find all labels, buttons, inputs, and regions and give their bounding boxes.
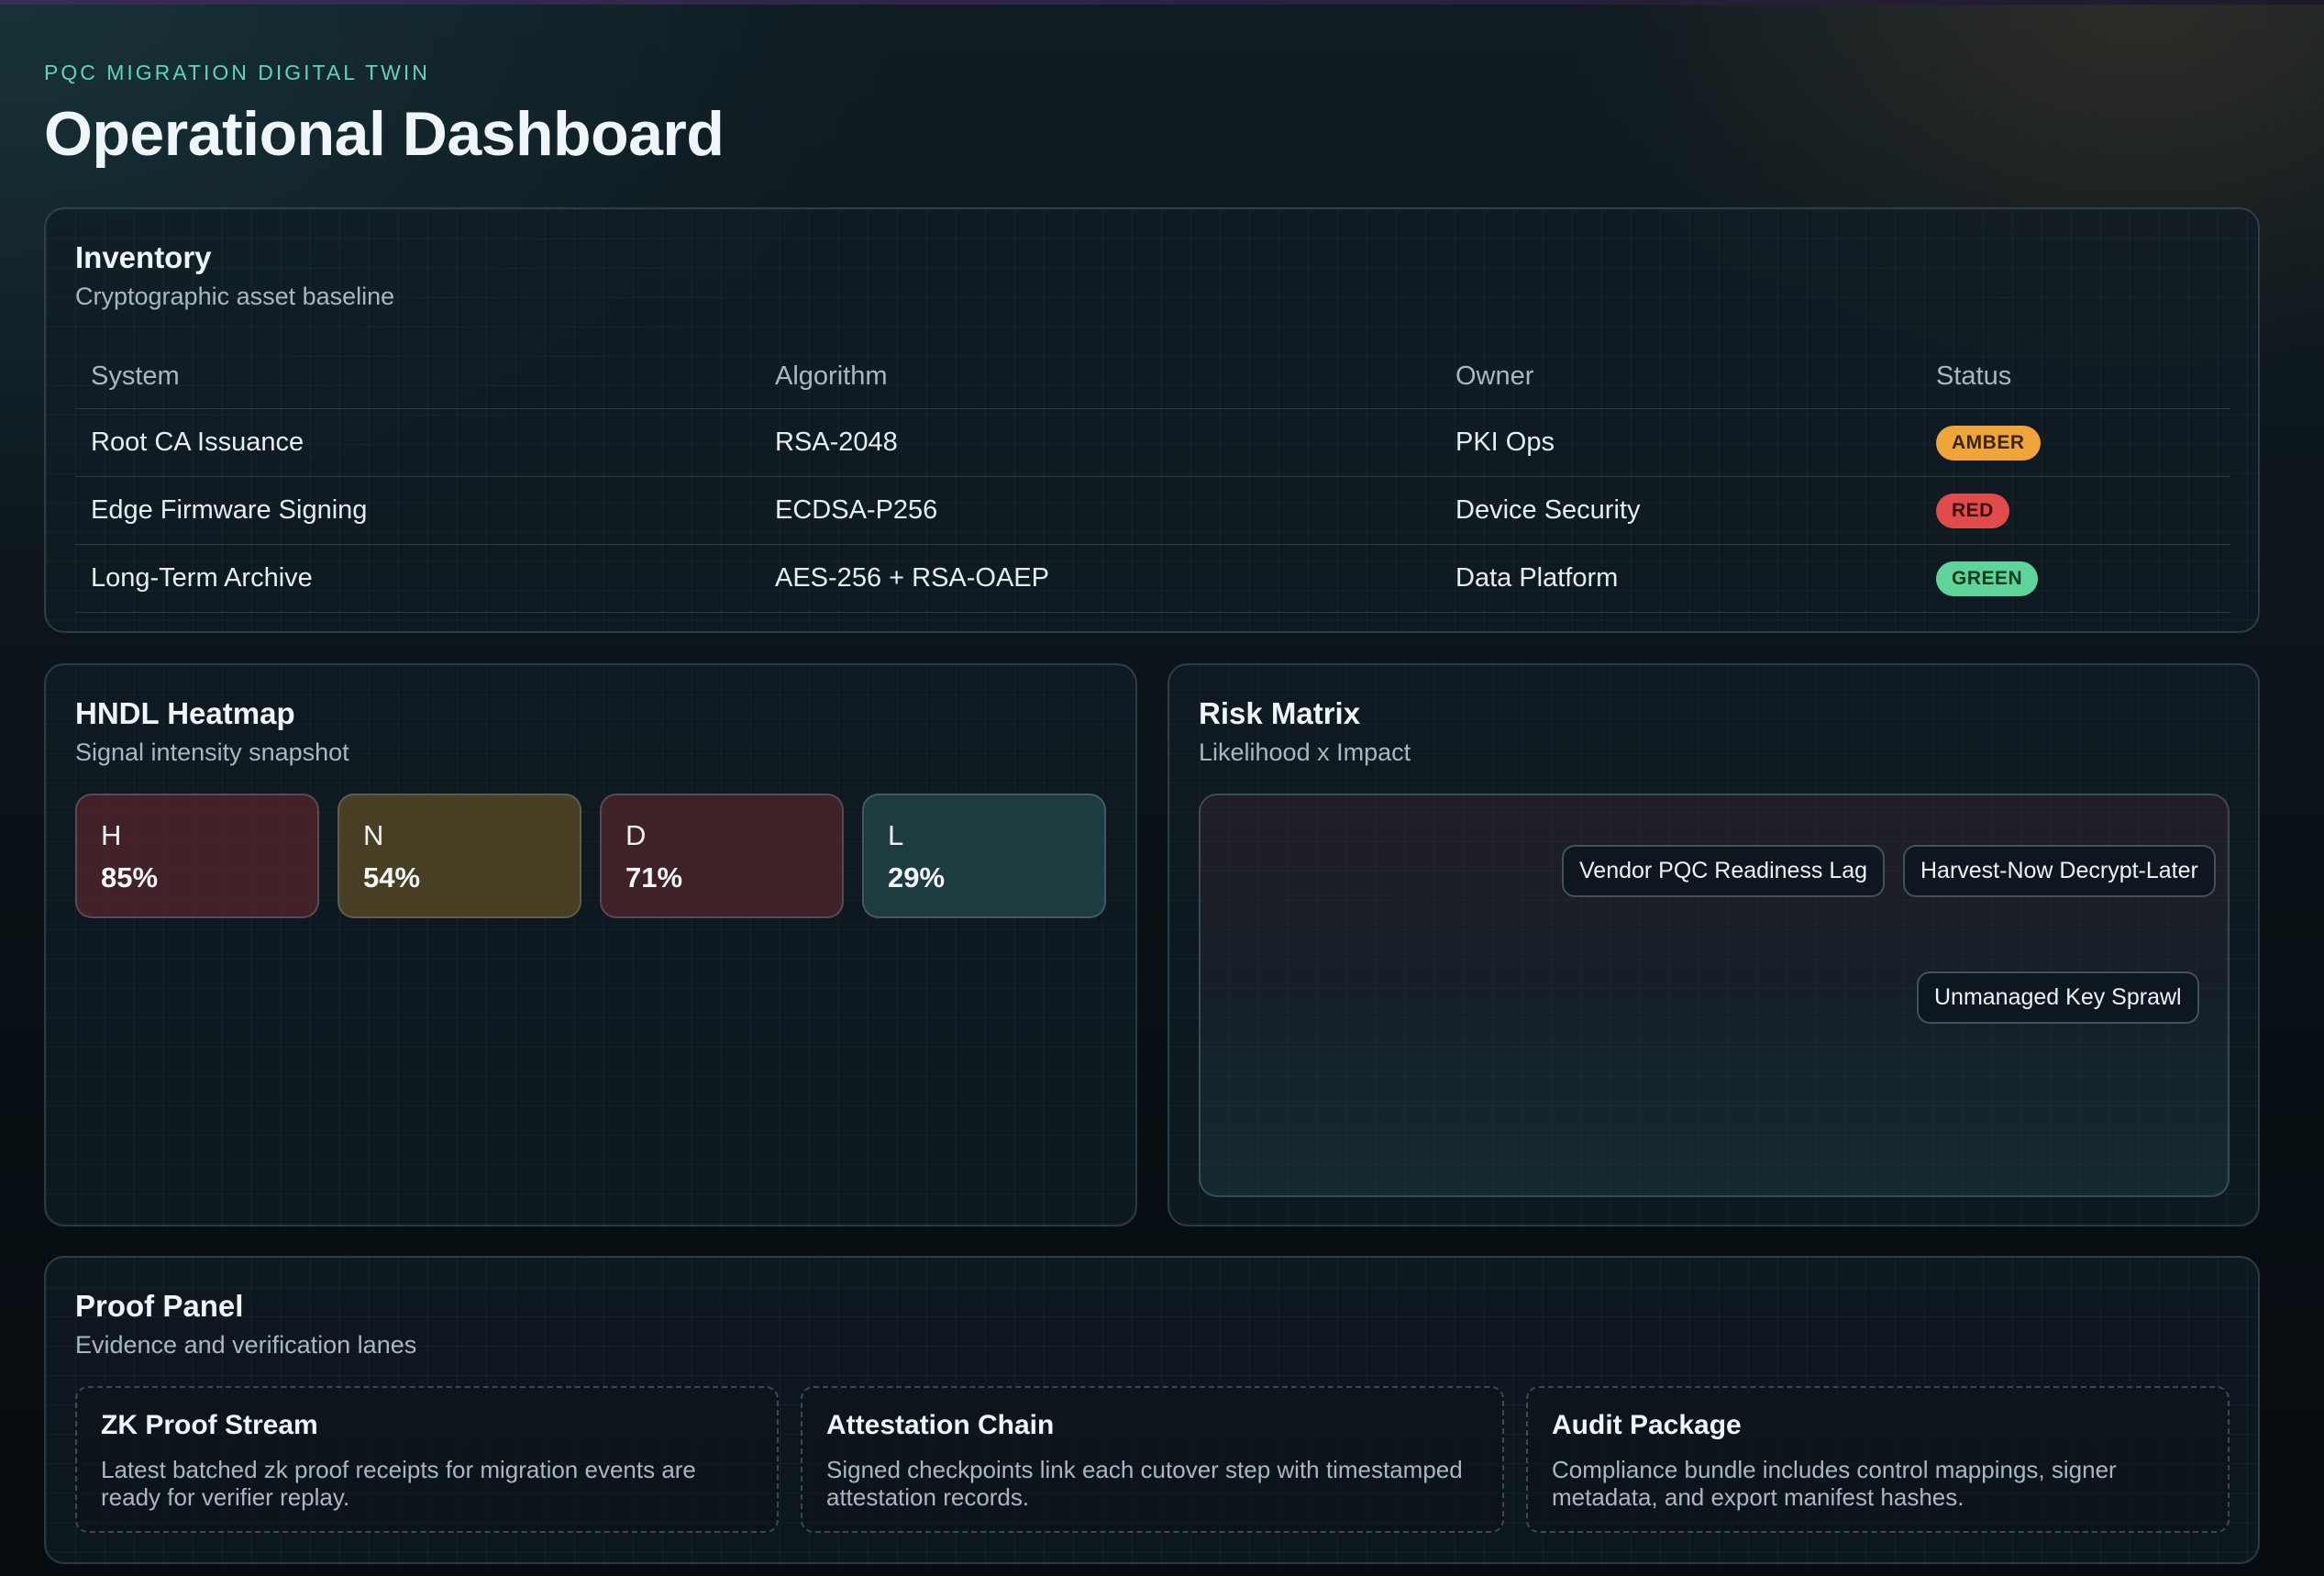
status-badge: RED	[1936, 493, 2009, 528]
heat-tile-value: 85%	[101, 861, 159, 893]
status-cell: GREEN	[1936, 545, 2039, 612]
risk-item-harvest-now-decrypt-later[interactable]: Harvest-Now Decrypt-Later	[1903, 845, 2216, 897]
algorithm-cell: AES-256 + RSA-OAEP	[775, 563, 1049, 593]
page-eyebrow: PQC MIGRATION DIGITAL TWIN	[44, 61, 430, 84]
column-header-algorithm[interactable]: Algorithm	[775, 361, 888, 391]
heat-tile-n[interactable]: N 54%	[338, 794, 581, 918]
heat-tile-d[interactable]: D 71%	[600, 794, 844, 918]
top-accent-line	[0, 0, 2324, 5]
status-badge: GREEN	[1936, 560, 2039, 596]
heat-tile-l[interactable]: L 29%	[862, 794, 1106, 918]
heat-tile-label: N	[363, 819, 384, 851]
page-title: Operational Dashboard	[44, 99, 725, 169]
inventory-panel: Inventory Cryptographic asset baseline S…	[44, 207, 2260, 633]
risk-matrix-area: Vendor PQC Readiness Lag Harvest-Now Dec…	[1199, 794, 2230, 1197]
owner-cell: PKI Ops	[1455, 427, 1555, 457]
table-row[interactable]: Edge Firmware Signing ECDSA-P256 Device …	[75, 477, 2230, 545]
proof-lanes: ZK Proof Stream Latest batched zk proof …	[75, 1386, 2230, 1533]
heatmap-title: HNDL Heatmap	[75, 696, 295, 730]
lane-title: ZK Proof Stream	[101, 1410, 318, 1440]
column-header-owner[interactable]: Owner	[1455, 361, 1534, 391]
proof-panel: Proof Panel Evidence and verification la…	[44, 1256, 2260, 1564]
heatmap-subtitle: Signal intensity snapshot	[75, 738, 349, 766]
proof-lane-zk-proof-stream[interactable]: ZK Proof Stream Latest batched zk proof …	[75, 1386, 779, 1533]
heat-tile-value: 54%	[363, 861, 421, 893]
heat-tile-label: L	[888, 819, 904, 851]
heat-tile-value: 29%	[888, 861, 946, 893]
owner-cell: Data Platform	[1455, 563, 1619, 593]
heatmap-panel: HNDL Heatmap Signal intensity snapshot H…	[44, 663, 1137, 1226]
table-row[interactable]: Long-Term Archive AES-256 + RSA-OAEP Dat…	[75, 545, 2230, 613]
inventory-subtitle: Cryptographic asset baseline	[75, 283, 395, 310]
lane-title: Audit Package	[1552, 1410, 1742, 1440]
heat-tile-label: D	[625, 819, 647, 851]
lane-description: Latest batched zk proof receipts for mig…	[101, 1456, 696, 1512]
inventory-title: Inventory	[75, 240, 212, 274]
system-cell: Edge Firmware Signing	[91, 495, 368, 525]
table-row[interactable]: Root CA Issuance RSA-2048 PKI Ops AMBER	[75, 409, 2230, 477]
column-header-system[interactable]: System	[91, 361, 180, 391]
proof-lane-audit-package[interactable]: Audit Package Compliance bundle includes…	[1526, 1386, 2230, 1533]
owner-cell: Device Security	[1455, 495, 1641, 525]
status-cell: AMBER	[1936, 409, 2041, 476]
page-header: PQC MIGRATION DIGITAL TWIN Operational D…	[44, 61, 725, 170]
table-header-row: System Algorithm Owner Status	[75, 345, 2230, 409]
risk-matrix-panel: Risk Matrix Likelihood x Impact Vendor P…	[1168, 663, 2260, 1226]
risk-item-vendor-pqc-readiness-lag[interactable]: Vendor PQC Readiness Lag	[1562, 845, 1886, 897]
lane-description: Compliance bundle includes control mappi…	[1552, 1456, 2117, 1512]
heatmap-tiles: H 85% N 54% D 71% L 29%	[75, 794, 1106, 918]
status-badge: AMBER	[1936, 425, 2041, 461]
inventory-table: System Algorithm Owner Status Root CA Is…	[75, 345, 2230, 613]
risk-item-unmanaged-key-sprawl[interactable]: Unmanaged Key Sprawl	[1917, 971, 2199, 1024]
risk-subtitle: Likelihood x Impact	[1199, 738, 1411, 766]
algorithm-cell: ECDSA-P256	[775, 495, 938, 525]
proof-lane-attestation-chain[interactable]: Attestation Chain Signed checkpoints lin…	[801, 1386, 1504, 1533]
algorithm-cell: RSA-2048	[775, 427, 898, 457]
heat-tile-label: H	[101, 819, 122, 851]
proof-subtitle: Evidence and verification lanes	[75, 1331, 417, 1359]
lane-title: Attestation Chain	[826, 1410, 1055, 1440]
status-cell: RED	[1936, 477, 2009, 544]
heat-tile-h[interactable]: H 85%	[75, 794, 319, 918]
risk-title: Risk Matrix	[1199, 696, 1361, 730]
heat-tile-value: 71%	[625, 861, 683, 893]
proof-title: Proof Panel	[75, 1289, 244, 1323]
system-cell: Long-Term Archive	[91, 563, 313, 593]
system-cell: Root CA Issuance	[91, 427, 304, 457]
column-header-status[interactable]: Status	[1936, 361, 2012, 391]
lane-description: Signed checkpoints link each cutover ste…	[826, 1456, 1463, 1512]
